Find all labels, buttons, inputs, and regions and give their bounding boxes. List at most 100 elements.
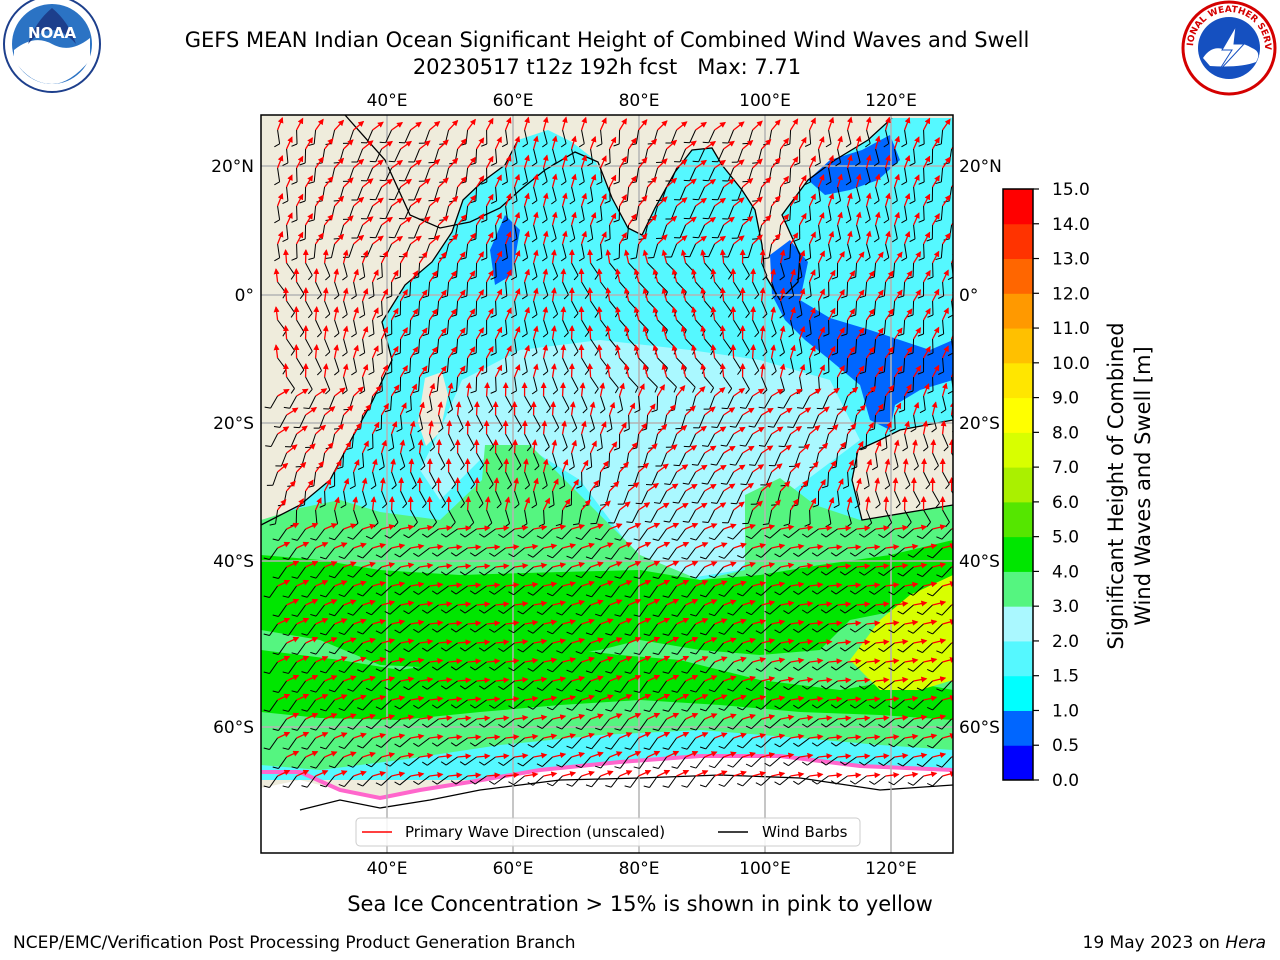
wind-barb [787,414,801,428]
wind-barb [501,319,508,338]
wind-barb [859,281,868,299]
wind-barb [613,129,621,147]
wind-barb [282,186,289,205]
wind-barb [845,129,852,148]
noaa-logo-text: NOAA [28,24,77,42]
footer-date: 19 May 2023 on Hera [1083,932,1267,954]
lat-label: 60°S [959,718,1000,738]
wind-barb [286,300,295,318]
wind-barb [926,148,934,166]
wind-barb [351,319,357,338]
wind-barb [282,148,289,167]
high-wave-band [261,540,953,668]
wind-barb [481,243,488,261]
wind-barb [299,186,307,204]
wind-barb [308,243,317,260]
wind-barb [560,167,567,186]
wind-barb [376,300,383,318]
wind-barb [623,414,630,432]
wind-barb [470,376,478,394]
colorbar-tick-label: 13.0 [1052,250,1090,270]
wind-barb [470,300,478,318]
wind-barb [873,186,880,205]
wind-barb [805,357,812,376]
wind-barb [342,262,348,281]
wind-barb [854,148,861,167]
wind-barb [889,414,896,432]
wind-barb [935,243,944,261]
wind-barb [560,205,567,224]
wind-barb [342,243,355,258]
colorbar-tick-label: 14.0 [1052,215,1090,235]
wind-barb [723,376,733,394]
wind-barb [883,205,890,224]
wind-barb [793,224,801,242]
wind-barb [359,300,366,319]
wind-barb [796,338,803,357]
wind-barb [901,167,908,186]
footer-date-text: 19 May 2023 on [1082,933,1226,953]
wind-barb [683,205,697,220]
colorbar-segment [1003,467,1033,503]
wave-arrow [730,268,737,283]
wind-barb [883,129,890,148]
colorbar-segment [1003,223,1033,260]
wind-barb [813,338,821,356]
wind-barb [590,376,599,394]
coastline-africa [261,139,519,526]
wind-barb [918,129,925,147]
noaa-logo: NOAA [3,0,101,93]
lat-label: 20°N [959,157,1002,177]
wind-barb [777,395,792,409]
wind-barb [541,205,548,224]
wind-barb [891,224,898,243]
wind-barb [531,376,538,395]
wind-barb [533,414,541,433]
wind-barb [940,395,947,414]
wind-barb [541,243,548,262]
lon-label: 100°E [739,91,791,111]
wind-barb [408,148,421,163]
wind-barb [683,243,697,258]
wind-barb [938,319,945,337]
wind-barb [859,357,868,375]
wind-barb [796,300,803,319]
wind-barb [891,148,898,167]
lat-label: 40°S [959,552,1000,572]
colorbar-tick-label: 1.0 [1052,701,1079,721]
wind-barb [552,300,559,319]
colorbar-segment [1003,189,1033,225]
wind-barb [274,205,281,224]
wind-barb [665,243,678,258]
colorbar-tick-label: 6.0 [1052,493,1079,513]
wind-barb [927,300,934,318]
wind-barb [788,319,795,338]
legend-wave-label: Primary Wave Direction (unscaled) [405,823,665,841]
wind-barb [388,224,402,239]
wind-barb [417,414,424,433]
wind-barb [761,262,768,281]
wind-barb [909,224,916,243]
colorbar-segment [1003,397,1033,433]
wind-barb [897,281,906,299]
wind-barb [511,148,518,167]
wind-barb [531,224,538,243]
wind-barb [303,395,317,410]
wind-barb [711,186,725,201]
wind-barb [596,129,603,148]
wind-barb [752,319,760,338]
lon-label: 60°E [493,859,534,879]
colorbar-segment [1003,362,1033,399]
wind-barb [542,319,549,338]
wind-barb [308,167,317,184]
wind-barb [273,414,288,428]
wind-barb [412,262,421,280]
wind-barb [476,414,484,433]
wind-barb [299,224,307,242]
wind-barb [797,395,811,409]
wave-arrow [559,382,566,397]
wind-barb [587,186,594,205]
wind-barb [841,281,849,299]
wind-barb [609,376,619,394]
